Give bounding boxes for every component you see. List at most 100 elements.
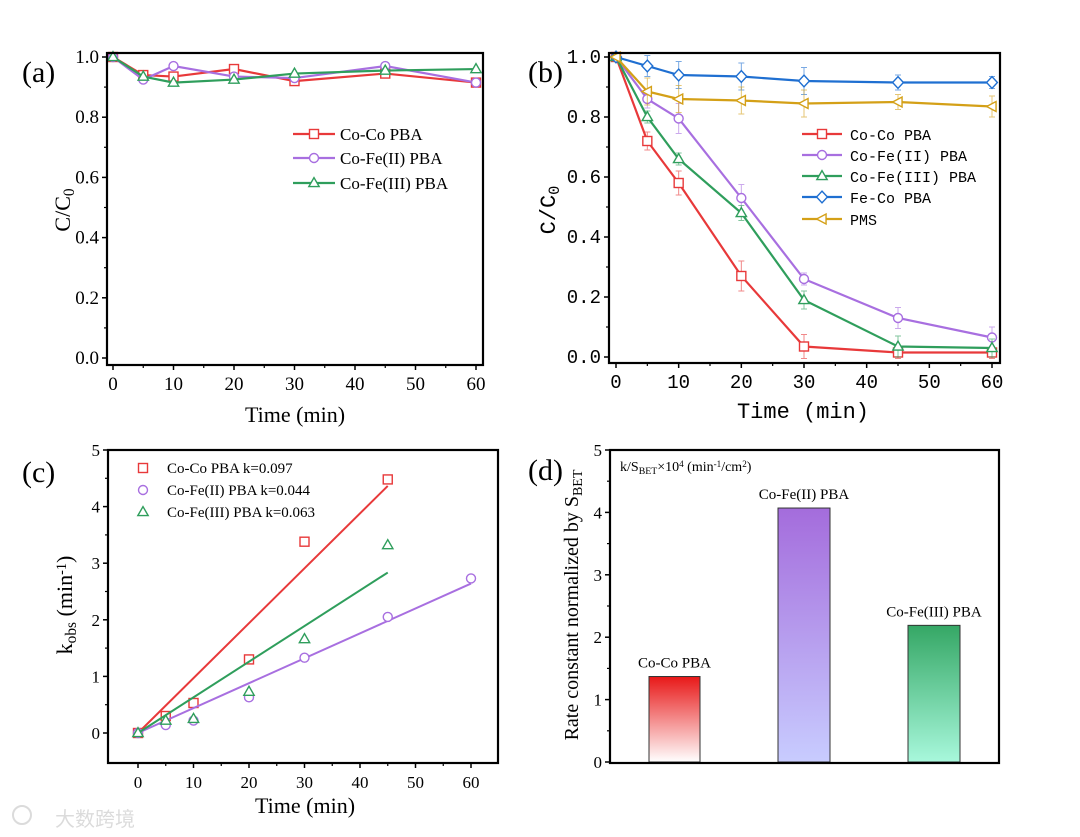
data-point [734,206,748,218]
data-point [640,110,654,122]
data-point [671,92,684,106]
y-axis-label: C/C0 [50,188,78,231]
y-tick-label: 0.8 [567,107,601,129]
data-point [298,632,311,644]
plot-frame [608,448,1001,765]
y-axis-label: Rate constant normalized by SBET [561,469,586,740]
fit-line [137,571,389,734]
y-tick-label: 1.0 [567,47,601,69]
series-co-fe-iii-pba [106,50,483,87]
bar [907,624,961,763]
legend-label: PMS [850,213,877,230]
y-axis-label-part: C/C [50,196,75,231]
data-point [378,63,392,75]
y-tick-label: 1 [594,691,603,710]
y-tick-label: 3 [92,554,101,573]
y-tick-label: 0.4 [75,228,99,249]
unit-annotation-part: ×10 [657,460,679,475]
panel-a: (a) 0.0 0.2 0.4 0.6 0.8 1.0 0 10 20 30 40 50 60 Time (… [22,47,486,427]
data-point [609,50,621,64]
bar-label: Co-Co PBA [638,656,711,672]
unit-annotation-part: 4 [679,459,684,469]
legend-marker [137,484,149,496]
data-point [642,135,653,147]
unit-annotation-part: (min [684,460,714,475]
x-tick-label: 20 [241,773,258,792]
x-tick-label: 10 [667,372,690,394]
y-tick-label: 0.6 [75,167,99,188]
y-tick-label: 0.0 [567,347,601,369]
legend-label: Co-Co PBA [850,128,931,145]
x-tick-label: 0 [108,374,118,395]
y-axis-label-part: BET [571,469,586,496]
data-point [227,72,241,84]
y-tick-label: 1.0 [75,47,99,68]
data-point [106,50,120,62]
y-axis-label-part: Rate constant normalized by S [561,496,583,740]
data-point [381,538,395,550]
series-pms [609,50,997,118]
data-point [242,684,256,696]
legend-marker [816,149,828,161]
legend-marker [816,128,828,140]
y-tick-label: 0.0 [75,348,99,369]
y-axis-label: kobs (min-1) [52,556,80,655]
data-point [382,611,393,623]
data-point [797,293,811,305]
data-point [734,94,747,107]
legend-label: Co-Fe(II) PBA [340,149,443,168]
data-point [672,152,686,164]
x-tick-label: 10 [185,773,202,792]
data-point [640,59,654,73]
legend-marker [815,169,829,181]
data-point [736,192,747,204]
x-tick-label: 0 [134,773,143,792]
unit-annotation-part: k/S [620,460,639,475]
watermark-logo-icon [12,805,32,825]
unit-annotation-part: ) [747,460,752,475]
data-point [299,536,310,547]
watermark-text: 大数跨境 [55,808,135,831]
y-axis-label: C/C0 [537,186,564,235]
panel-label: (d) [528,454,563,487]
data-point [131,726,145,738]
data-point [891,339,905,351]
legend-label: Co-Fe(III) PBA [850,170,976,187]
y-tick-label: 2 [92,611,101,630]
y-axis-label-part: k [52,643,77,654]
legend-marker [308,128,320,140]
data-point [167,75,180,87]
legend-marker [815,212,827,226]
data-point [797,97,809,110]
unit-annotation: k/SBET×104 (min-1/cm2) [620,459,752,476]
data-point [465,573,477,584]
fit-line [137,485,389,734]
y-tick-label: 0 [594,753,603,772]
unit-annotation-part: /cm [721,460,742,475]
data-point [673,177,684,189]
data-point [168,60,179,72]
y-tick-label: 3 [594,566,603,585]
x-axis-label: Time (min) [737,400,869,425]
x-axis-label: Time (min) [245,402,345,427]
y-tick-label: 4 [92,498,101,517]
legend-marker [137,462,149,474]
data-point [736,270,747,282]
legend-label: Co-Co PBA [340,125,423,144]
x-tick-label: 60 [463,773,480,792]
data-point [892,312,904,324]
data-point [672,68,686,82]
data-point [734,69,748,84]
panel-label: (a) [22,56,55,89]
y-tick-label: 0.2 [75,288,99,309]
unit-annotation-part: BET [639,466,658,477]
bar-label: Co-Fe(III) PBA [886,604,982,620]
y-tick-label: 5 [92,441,101,460]
x-tick-label: 50 [406,374,425,395]
unit-annotation-part: -1 [714,459,722,469]
bar [648,676,701,763]
data-point [797,74,811,88]
data-point [985,100,997,113]
